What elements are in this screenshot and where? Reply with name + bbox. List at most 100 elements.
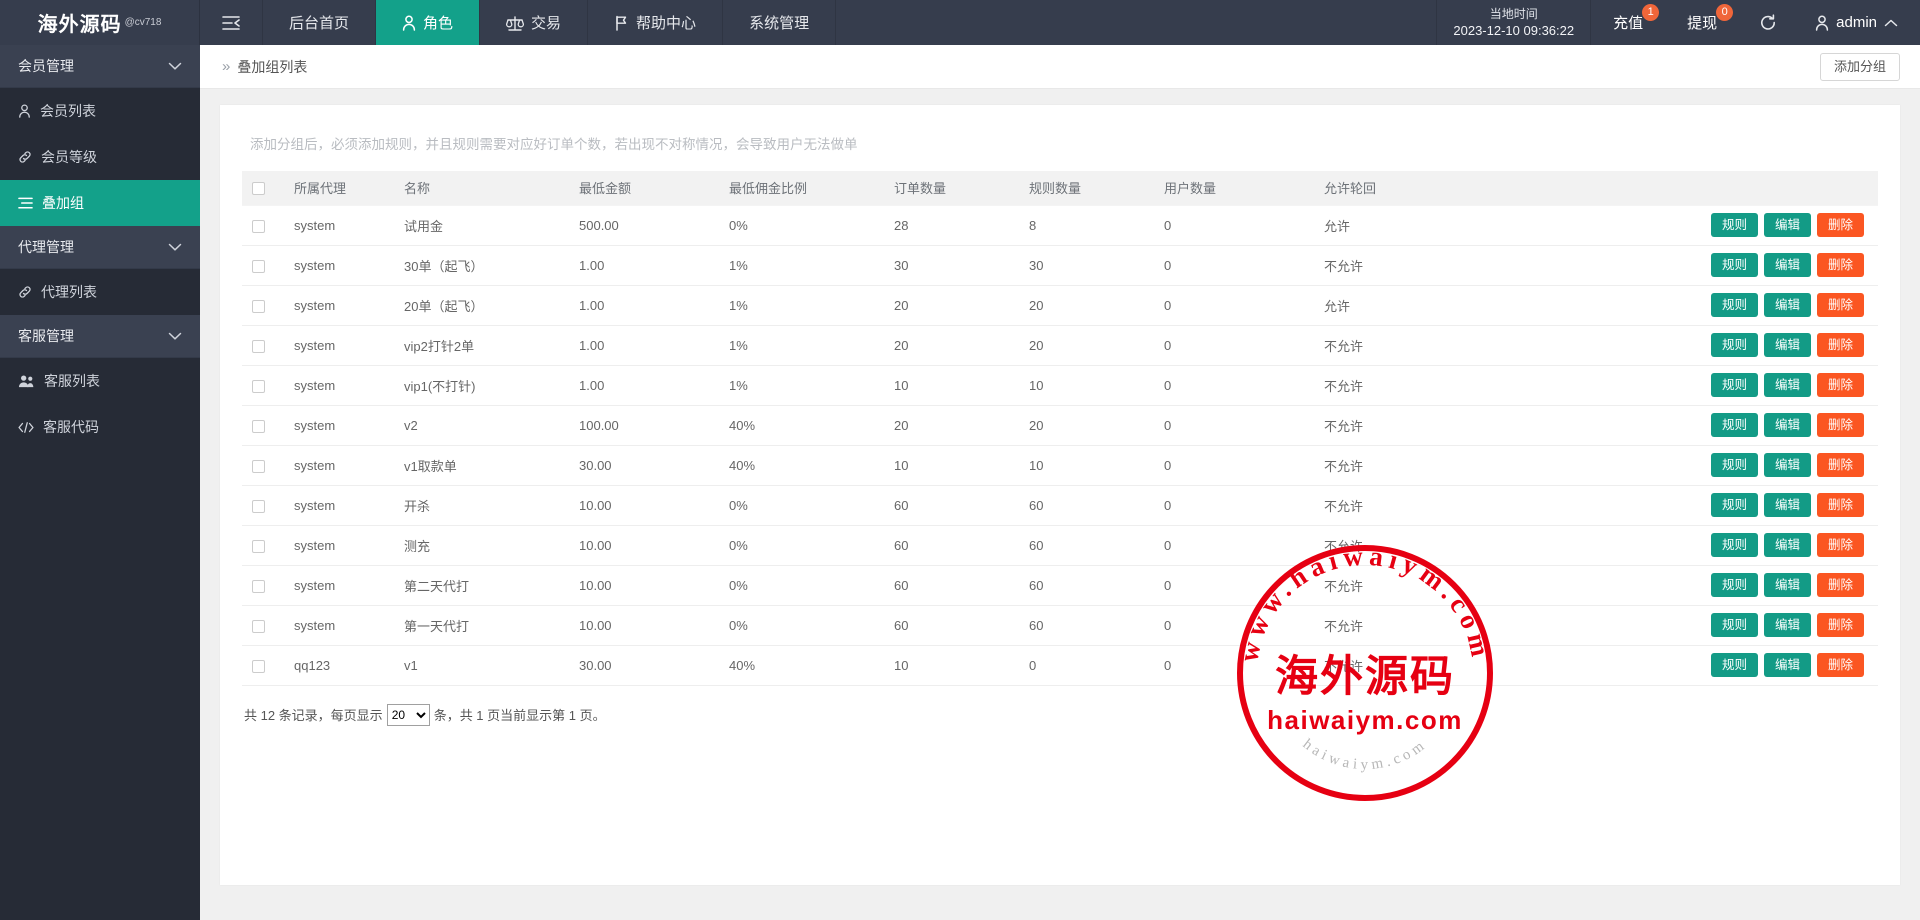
cell-agent: system xyxy=(284,565,394,606)
row-select-checkbox[interactable] xyxy=(252,299,265,313)
recharge-label: 充值 xyxy=(1613,15,1644,32)
sidebar-item-member-list[interactable]: 会员列表 xyxy=(0,88,200,134)
edit-button[interactable]: 编辑 xyxy=(1763,453,1811,477)
sidebar-item-agent-list[interactable]: 代理列表 xyxy=(0,269,200,315)
delete-button[interactable]: 删除 xyxy=(1816,453,1864,477)
refresh-button[interactable] xyxy=(1739,0,1797,45)
user-menu-button[interactable]: admin xyxy=(1797,0,1920,45)
sidebar-item-label: 会员列表 xyxy=(40,103,96,119)
rule-button[interactable]: 规则 xyxy=(1710,453,1758,477)
select-all-checkbox[interactable] xyxy=(252,182,265,196)
cell-name: 开杀 xyxy=(394,485,569,526)
row-select-checkbox-cell xyxy=(242,285,284,326)
row-select-checkbox[interactable] xyxy=(252,659,265,673)
edit-button[interactable]: 编辑 xyxy=(1763,413,1811,437)
edit-button[interactable]: 编辑 xyxy=(1763,493,1811,517)
sidebar-item-stacking-group[interactable]: 叠加组 xyxy=(0,180,200,226)
delete-button[interactable]: 删除 xyxy=(1816,253,1864,277)
link-icon xyxy=(18,285,32,299)
sidebar-toggle-button[interactable] xyxy=(200,0,263,45)
row-select-checkbox[interactable] xyxy=(252,579,265,593)
delete-button[interactable]: 删除 xyxy=(1816,413,1864,437)
delete-button[interactable]: 删除 xyxy=(1816,333,1864,357)
row-select-checkbox[interactable] xyxy=(252,419,265,433)
delete-button[interactable]: 删除 xyxy=(1816,613,1864,637)
page-size-select[interactable]: 2050100 xyxy=(386,703,430,726)
nav-label-trade: 交易 xyxy=(531,15,562,32)
table-body: system 试用金 500.00 0% 28 8 0 允许 规则 编辑 删除 system 30单（起… xyxy=(242,204,1878,686)
cell-rules: 0 xyxy=(1019,645,1154,686)
sidebar-group-customer-service[interactable]: 客服管理 xyxy=(0,315,200,358)
delete-button[interactable]: 删除 xyxy=(1816,573,1864,597)
sidebar-item-service-code[interactable]: 客服代码 xyxy=(0,404,200,450)
rule-button[interactable]: 规则 xyxy=(1710,613,1758,637)
cell-amount: 10.00 xyxy=(569,605,719,646)
edit-button[interactable]: 编辑 xyxy=(1763,653,1811,677)
rule-button[interactable]: 规则 xyxy=(1710,333,1758,357)
cell-actions: 规则 编辑 删除 xyxy=(1514,204,1878,246)
row-select-checkbox[interactable] xyxy=(252,539,265,553)
sidebar-group-label: 会员管理 xyxy=(18,58,74,74)
delete-button[interactable]: 删除 xyxy=(1816,213,1864,237)
cell-rate: 40% xyxy=(719,405,884,446)
delete-button[interactable]: 删除 xyxy=(1816,653,1864,677)
cell-loop: 不允许 xyxy=(1314,325,1514,366)
delete-button[interactable]: 删除 xyxy=(1816,533,1864,557)
rule-button[interactable]: 规则 xyxy=(1710,413,1758,437)
rule-button[interactable]: 规则 xyxy=(1710,253,1758,277)
rule-button[interactable]: 规则 xyxy=(1710,493,1758,517)
delete-button[interactable]: 删除 xyxy=(1816,373,1864,397)
row-select-checkbox[interactable] xyxy=(252,459,265,473)
cell-orders: 60 xyxy=(884,485,1019,526)
row-select-checkbox[interactable] xyxy=(252,619,265,633)
add-group-button[interactable]: 添加分组 xyxy=(1819,53,1900,81)
row-select-checkbox[interactable] xyxy=(252,339,265,353)
column-header-rules: 规则数量 xyxy=(1019,171,1154,205)
sidebar-group-agent-management[interactable]: 代理管理 xyxy=(0,226,200,269)
withdraw-button[interactable]: 提现 0 xyxy=(1665,0,1739,45)
brand-logo[interactable]: 海外源码 @cv718 xyxy=(0,0,200,45)
delete-button[interactable]: 删除 xyxy=(1816,293,1864,317)
cell-users: 0 xyxy=(1154,605,1314,646)
row-select-checkbox[interactable] xyxy=(252,379,265,393)
nav-item-system[interactable]: 系统管理 xyxy=(723,0,837,45)
rule-button[interactable]: 规则 xyxy=(1710,373,1758,397)
column-header-users: 用户数量 xyxy=(1154,171,1314,205)
rule-button[interactable]: 规则 xyxy=(1710,293,1758,317)
nav-item-help-center[interactable]: 帮助中心 xyxy=(588,0,724,45)
nav-item-role[interactable]: 角色 xyxy=(376,0,481,45)
column-header-actions xyxy=(1514,171,1878,205)
row-select-checkbox[interactable] xyxy=(252,259,265,273)
cell-amount: 1.00 xyxy=(569,365,719,406)
row-select-checkbox-cell xyxy=(242,525,284,566)
recharge-button[interactable]: 充值 1 xyxy=(1591,0,1665,45)
edit-button[interactable]: 编辑 xyxy=(1763,333,1811,357)
cell-rate: 1% xyxy=(719,325,884,366)
nav-item-home[interactable]: 后台首页 xyxy=(263,0,377,45)
edit-button[interactable]: 编辑 xyxy=(1763,573,1811,597)
chevron-up-icon xyxy=(1884,18,1898,28)
row-select-checkbox[interactable] xyxy=(252,219,265,233)
cell-users: 0 xyxy=(1154,405,1314,446)
cell-users: 0 xyxy=(1154,645,1314,686)
edit-button[interactable]: 编辑 xyxy=(1763,293,1811,317)
sidebar-item-member-level[interactable]: 会员等级 xyxy=(0,134,200,180)
edit-button[interactable]: 编辑 xyxy=(1763,253,1811,277)
table-head: 所属代理 名称 最低金额 最低佣金比例 订单数量 规则数量 用户数量 允许轮回 xyxy=(242,171,1878,205)
cell-loop: 不允许 xyxy=(1314,485,1514,526)
rule-button[interactable]: 规则 xyxy=(1710,653,1758,677)
rule-button[interactable]: 规则 xyxy=(1710,213,1758,237)
edit-button[interactable]: 编辑 xyxy=(1763,213,1811,237)
edit-button[interactable]: 编辑 xyxy=(1763,533,1811,557)
edit-button[interactable]: 编辑 xyxy=(1763,613,1811,637)
rule-button[interactable]: 规则 xyxy=(1710,533,1758,557)
row-select-checkbox[interactable] xyxy=(252,499,265,513)
cell-amount: 1.00 xyxy=(569,245,719,286)
sidebar-group-member-management[interactable]: 会员管理 xyxy=(0,45,200,88)
delete-button[interactable]: 删除 xyxy=(1816,493,1864,517)
edit-button[interactable]: 编辑 xyxy=(1763,373,1811,397)
nav-item-trade[interactable]: 交易 xyxy=(480,0,589,45)
sidebar-item-service-list[interactable]: 客服列表 xyxy=(0,358,200,404)
rule-button[interactable]: 规则 xyxy=(1710,573,1758,597)
cell-users: 0 xyxy=(1154,525,1314,566)
